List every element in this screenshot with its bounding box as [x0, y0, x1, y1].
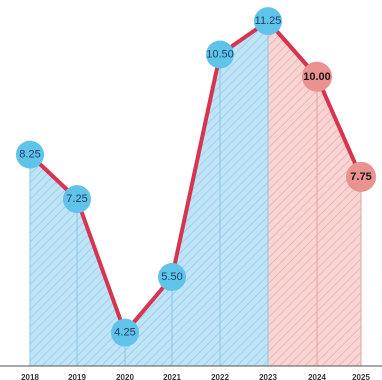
data-point-marker [63, 185, 91, 214]
x-tick-label: 2019 [68, 373, 86, 380]
projected-point-marker [346, 161, 376, 192]
data-label: 7.25 [66, 193, 87, 205]
data-point-marker [206, 40, 234, 69]
x-tick-label: 2018 [21, 373, 39, 380]
data-label: 10.00 [303, 71, 331, 83]
projected-point-marker [302, 61, 332, 92]
data-label: 5.50 [161, 271, 182, 283]
projected-area [268, 21, 361, 366]
x-tick-label: 2021 [163, 373, 181, 380]
data-label: 7.75 [350, 171, 371, 183]
data-point-marker [16, 140, 44, 169]
x-tick-label: 2022 [211, 373, 229, 380]
data-point-marker [111, 318, 139, 347]
x-tick-label: 2020 [116, 373, 134, 380]
data-label: 4.25 [114, 327, 135, 339]
x-tick-label: 2025 [352, 373, 370, 380]
data-label: 8.25 [19, 149, 40, 161]
data-point-marker [158, 263, 186, 291]
data-label: 11.25 [255, 15, 282, 27]
data-label: 10.50 [206, 49, 234, 61]
x-tick-label: 2024 [308, 373, 326, 380]
data-point-marker [254, 7, 282, 36]
x-tick-label: 2023 [259, 373, 277, 380]
actual-area [30, 21, 268, 366]
